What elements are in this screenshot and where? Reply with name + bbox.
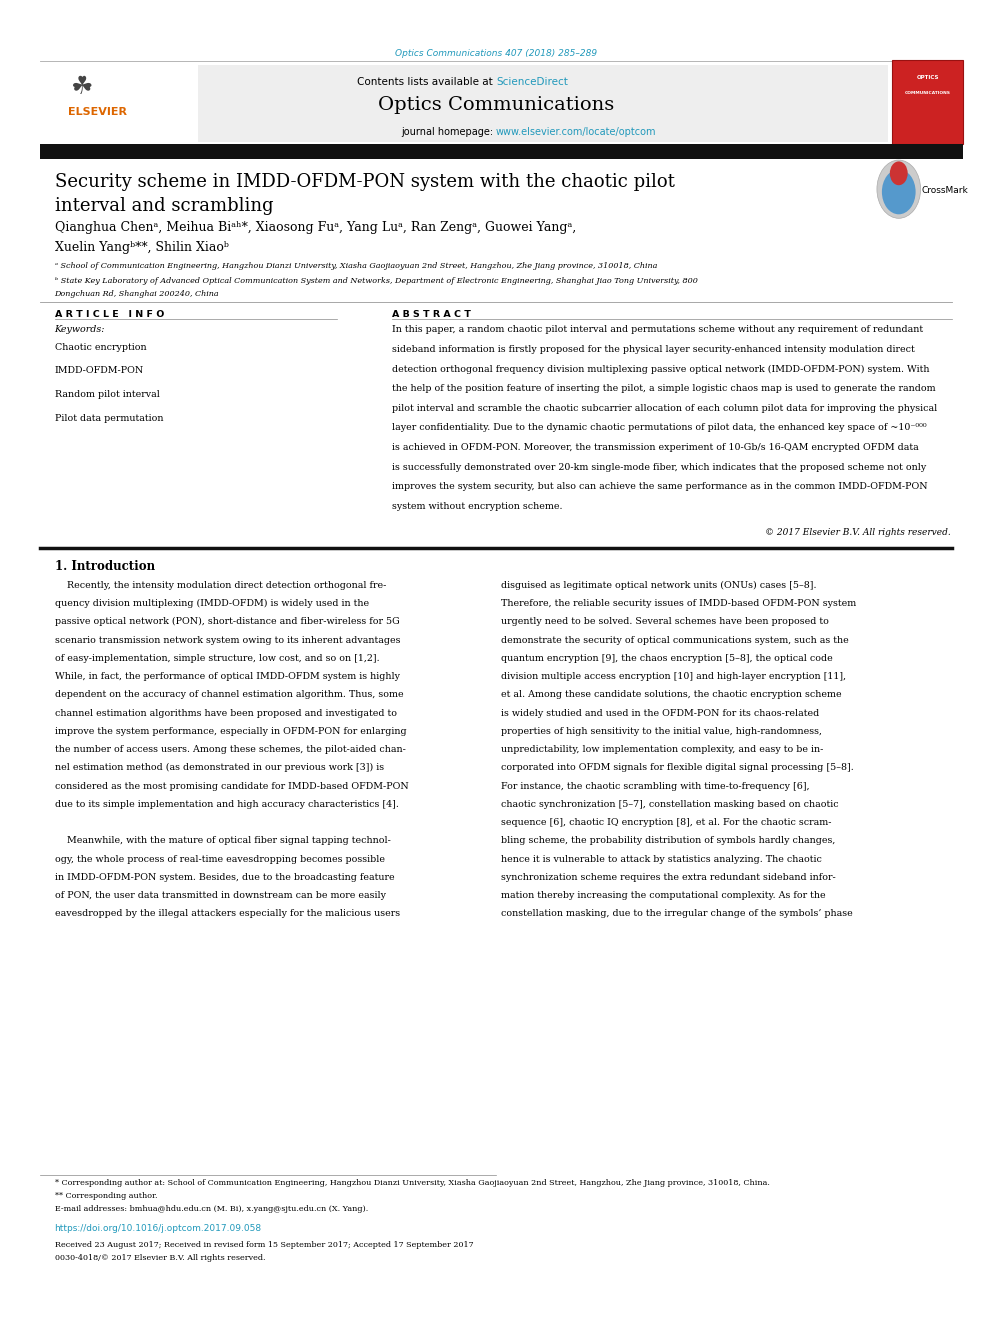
Text: 1. Introduction: 1. Introduction bbox=[55, 560, 155, 573]
Text: improves the system security, but also can achieve the same performance as in th: improves the system security, but also c… bbox=[392, 482, 928, 491]
FancyBboxPatch shape bbox=[40, 65, 888, 142]
Text: IMDD-OFDM-PON: IMDD-OFDM-PON bbox=[55, 366, 144, 376]
Text: A R T I C L E   I N F O: A R T I C L E I N F O bbox=[55, 310, 164, 319]
Text: * Corresponding author at: School of Communication Engineering, Hangzhou Dianzi : * Corresponding author at: School of Com… bbox=[55, 1179, 770, 1187]
Text: For instance, the chaotic scrambling with time-to-frequency [6],: For instance, the chaotic scrambling wit… bbox=[501, 782, 809, 791]
Text: considered as the most promising candidate for IMDD-based OFDM-PON: considered as the most promising candida… bbox=[55, 782, 409, 791]
Text: While, in fact, the performance of optical IMDD-OFDM system is highly: While, in fact, the performance of optic… bbox=[55, 672, 400, 681]
Text: dependent on the accuracy of channel estimation algorithm. Thus, some: dependent on the accuracy of channel est… bbox=[55, 691, 403, 700]
FancyBboxPatch shape bbox=[892, 60, 963, 144]
Text: demonstrate the security of optical communications system, such as the: demonstrate the security of optical comm… bbox=[501, 635, 849, 644]
Text: division multiple access encryption [10] and high-layer encryption [11],: division multiple access encryption [10]… bbox=[501, 672, 846, 681]
Text: detection orthogonal frequency division multiplexing passive optical network (IM: detection orthogonal frequency division … bbox=[392, 365, 930, 373]
FancyBboxPatch shape bbox=[40, 144, 963, 159]
Text: quency division multiplexing (IMDD-OFDM) is widely used in the: quency division multiplexing (IMDD-OFDM)… bbox=[55, 599, 369, 609]
Text: Recently, the intensity modulation direct detection orthogonal fre-: Recently, the intensity modulation direc… bbox=[55, 581, 386, 590]
Text: passive optical network (PON), short-distance and fiber-wireless for 5G: passive optical network (PON), short-dis… bbox=[55, 618, 400, 626]
Text: synchronization scheme requires the extra redundant sideband infor-: synchronization scheme requires the extr… bbox=[501, 873, 835, 882]
Text: Xuelin Yangᵇ**, Shilin Xiaoᵇ: Xuelin Yangᵇ**, Shilin Xiaoᵇ bbox=[55, 241, 228, 254]
Text: ** Corresponding author.: ** Corresponding author. bbox=[55, 1192, 157, 1200]
Text: www.elsevier.com/locate/optcom: www.elsevier.com/locate/optcom bbox=[496, 127, 657, 138]
Text: ogy, the whole process of real-time eavesdropping becomes possible: ogy, the whole process of real-time eave… bbox=[55, 855, 385, 864]
Text: OPTICS: OPTICS bbox=[917, 75, 938, 81]
Text: improve the system performance, especially in OFDM-PON for enlarging: improve the system performance, especial… bbox=[55, 726, 406, 736]
Text: is achieved in OFDM-PON. Moreover, the transmission experiment of 10-Gb/s 16-QAM: is achieved in OFDM-PON. Moreover, the t… bbox=[392, 443, 919, 452]
Text: In this paper, a random chaotic pilot interval and permutations scheme without a: In this paper, a random chaotic pilot in… bbox=[392, 325, 923, 335]
Text: sequence [6], chaotic IQ encryption [8], et al. For the chaotic scram-: sequence [6], chaotic IQ encryption [8],… bbox=[501, 818, 831, 827]
Text: is widely studied and used in the OFDM-PON for its chaos-related: is widely studied and used in the OFDM-P… bbox=[501, 709, 819, 717]
Text: eavesdropped by the illegal attackers especially for the malicious users: eavesdropped by the illegal attackers es… bbox=[55, 909, 400, 918]
Text: mation thereby increasing the computational complexity. As for the: mation thereby increasing the computatio… bbox=[501, 892, 825, 900]
Text: Chaotic encryption: Chaotic encryption bbox=[55, 343, 146, 352]
Text: Qianghua Chenᵃ, Meihua Biᵃʰ*, Xiaosong Fuᵃ, Yang Luᵃ, Ran Zengᵃ, Guowei Yangᵃ,: Qianghua Chenᵃ, Meihua Biᵃʰ*, Xiaosong F… bbox=[55, 221, 575, 234]
Text: ELSEVIER: ELSEVIER bbox=[67, 107, 127, 118]
Text: Pilot data permutation: Pilot data permutation bbox=[55, 414, 163, 423]
Text: https://doi.org/10.1016/j.optcom.2017.09.058: https://doi.org/10.1016/j.optcom.2017.09… bbox=[55, 1224, 262, 1233]
Text: sideband information is firstly proposed for the physical layer security-enhance: sideband information is firstly proposed… bbox=[392, 345, 915, 355]
Text: pilot interval and scramble the chaotic subcarrier allocation of each column pil: pilot interval and scramble the chaotic … bbox=[392, 404, 937, 413]
Text: 0030-4018/© 2017 Elsevier B.V. All rights reserved.: 0030-4018/© 2017 Elsevier B.V. All right… bbox=[55, 1254, 265, 1262]
Text: Optics Communications: Optics Communications bbox=[378, 95, 614, 114]
Text: Security scheme in IMDD-OFDM-PON system with the chaotic pilot: Security scheme in IMDD-OFDM-PON system … bbox=[55, 173, 675, 192]
Circle shape bbox=[877, 160, 921, 218]
Text: ☘: ☘ bbox=[70, 75, 92, 99]
FancyBboxPatch shape bbox=[40, 65, 198, 142]
Text: nel estimation method (as demonstrated in our previous work [3]) is: nel estimation method (as demonstrated i… bbox=[55, 763, 384, 773]
Text: Meanwhile, with the mature of optical fiber signal tapping technol-: Meanwhile, with the mature of optical fi… bbox=[55, 836, 391, 845]
Text: COMMUNICATIONS: COMMUNICATIONS bbox=[905, 91, 950, 95]
Text: due to its simple implementation and high accuracy characteristics [4].: due to its simple implementation and hig… bbox=[55, 800, 399, 808]
Text: Keywords:: Keywords: bbox=[55, 325, 105, 335]
Text: interval and scrambling: interval and scrambling bbox=[55, 197, 273, 216]
Text: bling scheme, the probability distribution of symbols hardly changes,: bling scheme, the probability distributi… bbox=[501, 836, 835, 845]
Text: Random pilot interval: Random pilot interval bbox=[55, 390, 160, 400]
Text: CrossMark: CrossMark bbox=[922, 187, 968, 194]
Text: Contents lists available at: Contents lists available at bbox=[357, 77, 496, 87]
Text: in IMDD-OFDM-PON system. Besides, due to the broadcasting feature: in IMDD-OFDM-PON system. Besides, due to… bbox=[55, 873, 394, 882]
Text: urgently need to be solved. Several schemes have been proposed to: urgently need to be solved. Several sche… bbox=[501, 618, 829, 626]
Text: corporated into OFDM signals for flexible digital signal processing [5–8].: corporated into OFDM signals for flexibl… bbox=[501, 763, 854, 773]
Text: E-mail addresses: bmhua@hdu.edu.cn (M. Bi), x.yang@sjtu.edu.cn (X. Yang).: E-mail addresses: bmhua@hdu.edu.cn (M. B… bbox=[55, 1205, 368, 1213]
Text: Dongchuan Rd, Shanghai 200240, China: Dongchuan Rd, Shanghai 200240, China bbox=[55, 290, 219, 298]
Text: properties of high sensitivity to the initial value, high-randomness,: properties of high sensitivity to the in… bbox=[501, 726, 822, 736]
Text: ᵇ State Key Laboratory of Advanced Optical Communication System and Networks, De: ᵇ State Key Laboratory of Advanced Optic… bbox=[55, 277, 697, 284]
Text: of PON, the user data transmitted in downstream can be more easily: of PON, the user data transmitted in dow… bbox=[55, 892, 386, 900]
Text: chaotic synchronization [5–7], constellation masking based on chaotic: chaotic synchronization [5–7], constella… bbox=[501, 800, 838, 808]
Text: Optics Communications 407 (2018) 285–289: Optics Communications 407 (2018) 285–289 bbox=[395, 49, 597, 58]
Text: channel estimation algorithms have been proposed and investigated to: channel estimation algorithms have been … bbox=[55, 709, 397, 717]
Text: hence it is vulnerable to attack by statistics analyzing. The chaotic: hence it is vulnerable to attack by stat… bbox=[501, 855, 821, 864]
Text: of easy-implementation, simple structure, low cost, and so on [1,2].: of easy-implementation, simple structure… bbox=[55, 654, 379, 663]
Text: © 2017 Elsevier B.V. All rights reserved.: © 2017 Elsevier B.V. All rights reserved… bbox=[765, 528, 950, 537]
Text: ScienceDirect: ScienceDirect bbox=[496, 77, 567, 87]
Text: disguised as legitimate optical network units (ONUs) cases [5–8].: disguised as legitimate optical network … bbox=[501, 581, 816, 590]
Text: A B S T R A C T: A B S T R A C T bbox=[392, 310, 471, 319]
Text: the help of the position feature of inserting the pilot, a simple logistic chaos: the help of the position feature of inse… bbox=[392, 384, 935, 393]
Text: constellation masking, due to the irregular change of the symbols’ phase: constellation masking, due to the irregu… bbox=[501, 909, 853, 918]
Text: unpredictability, low implementation complexity, and easy to be in-: unpredictability, low implementation com… bbox=[501, 745, 823, 754]
Text: layer confidentiality. Due to the dynamic chaotic permutations of pilot data, th: layer confidentiality. Due to the dynami… bbox=[392, 423, 927, 433]
Text: et al. Among these candidate solutions, the chaotic encryption scheme: et al. Among these candidate solutions, … bbox=[501, 691, 841, 700]
Text: ᵃ School of Communication Engineering, Hangzhou Dianzi University, Xiasha Gaojia: ᵃ School of Communication Engineering, H… bbox=[55, 262, 657, 270]
Text: Received 23 August 2017; Received in revised form 15 September 2017; Accepted 17: Received 23 August 2017; Received in rev… bbox=[55, 1241, 473, 1249]
Text: the number of access users. Among these schemes, the pilot-aided chan-: the number of access users. Among these … bbox=[55, 745, 406, 754]
Text: scenario transmission network system owing to its inherent advantages: scenario transmission network system owi… bbox=[55, 635, 400, 644]
Text: quantum encryption [9], the chaos encryption [5–8], the optical code: quantum encryption [9], the chaos encryp… bbox=[501, 654, 832, 663]
Circle shape bbox=[882, 169, 916, 214]
Text: journal homepage:: journal homepage: bbox=[401, 127, 496, 138]
Text: system without encryption scheme.: system without encryption scheme. bbox=[392, 501, 562, 511]
Text: is successfully demonstrated over 20-km single-mode fiber, which indicates that : is successfully demonstrated over 20-km … bbox=[392, 463, 927, 471]
Circle shape bbox=[890, 161, 908, 185]
Text: Therefore, the reliable security issues of IMDD-based OFDM-PON system: Therefore, the reliable security issues … bbox=[501, 599, 856, 609]
